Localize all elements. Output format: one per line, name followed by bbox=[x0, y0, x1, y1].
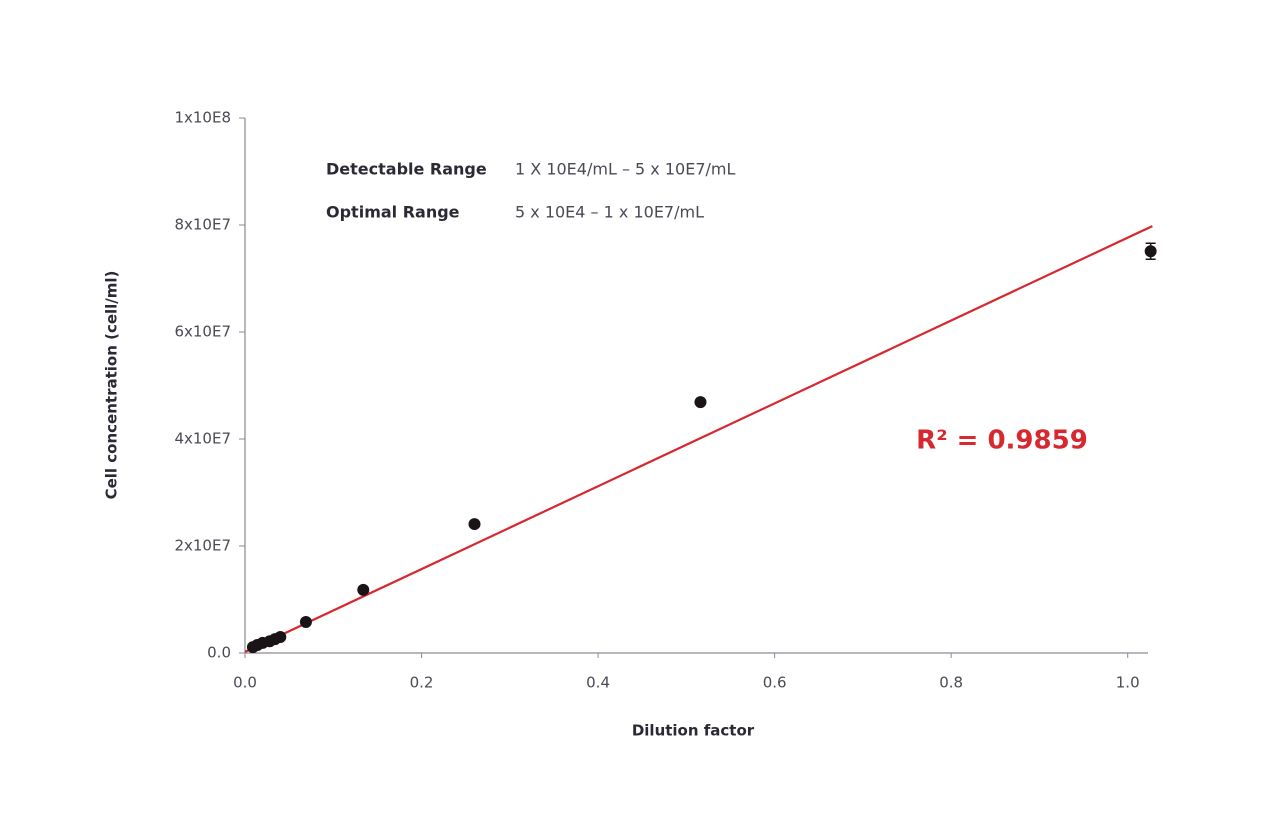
x-tick-label: 0.4 bbox=[586, 674, 610, 692]
y-tick-label: 0.0 bbox=[207, 644, 231, 662]
x-tick-label: 0.6 bbox=[763, 674, 787, 692]
data-point bbox=[357, 583, 370, 596]
x-tick-label: 0.8 bbox=[939, 674, 963, 692]
annotation: Optimal Range bbox=[326, 203, 460, 222]
annotation: 5 x 10E4 – 1 x 10E7/mL bbox=[515, 203, 704, 222]
data-point bbox=[246, 641, 259, 654]
annotation: 1 X 10E4/mL – 5 x 10E7/mL bbox=[515, 160, 735, 179]
y-tick-label: 6x10E7 bbox=[174, 323, 231, 341]
y-tick-label: 1x10E8 bbox=[174, 109, 231, 127]
y-tick-label: 4x10E7 bbox=[174, 430, 231, 448]
data-point bbox=[694, 396, 707, 409]
annotation: Detectable Range bbox=[326, 160, 487, 179]
x-tick-label: 0.0 bbox=[233, 674, 257, 692]
x-axis-label: Dilution factor bbox=[632, 722, 755, 740]
y-tick-label: 2x10E7 bbox=[174, 537, 231, 555]
x-tick-label: 1.0 bbox=[1116, 674, 1140, 692]
x-tick-label: 0.2 bbox=[410, 674, 434, 692]
data-point bbox=[468, 518, 481, 531]
data-point bbox=[1144, 245, 1157, 258]
r-squared: R² = 0.9859 bbox=[916, 426, 1088, 456]
y-axis-label: Cell concentration (cell/ml) bbox=[103, 271, 121, 500]
y-tick-label: 8x10E7 bbox=[174, 216, 231, 234]
data-point bbox=[299, 615, 312, 628]
fit-line bbox=[244, 225, 1153, 653]
